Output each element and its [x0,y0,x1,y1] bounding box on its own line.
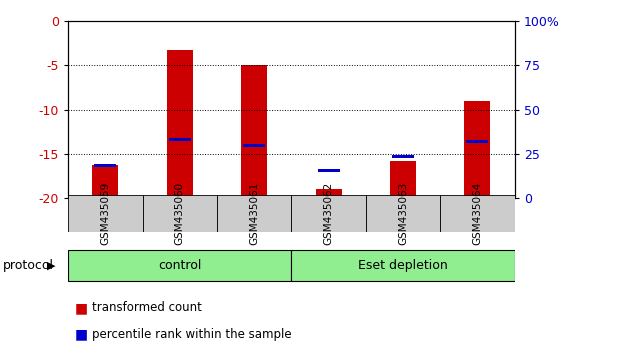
Bar [390,161,416,198]
Bar [366,195,440,232]
Bar [169,138,191,141]
Text: ▶: ▶ [46,261,55,270]
Bar [167,50,193,198]
Text: GSM435063: GSM435063 [398,182,408,245]
Text: GSM435060: GSM435060 [175,182,185,245]
Text: protocol: protocol [3,259,54,272]
Bar [291,250,515,281]
Text: GSM435059: GSM435059 [100,182,110,245]
Bar [68,195,143,232]
Bar [68,250,291,281]
Text: transformed count: transformed count [92,302,202,314]
Bar [392,155,414,159]
Bar [466,140,489,143]
Bar [243,144,265,147]
Text: Eset depletion: Eset depletion [358,259,448,272]
Bar [217,195,291,232]
Text: GSM435062: GSM435062 [324,182,334,245]
Text: ■: ■ [74,301,87,315]
Bar [440,195,515,232]
Bar [464,101,490,198]
Bar [291,195,366,232]
Bar [241,65,267,198]
Bar [317,169,340,172]
Bar [94,164,117,167]
Bar [92,166,118,198]
Text: ■: ■ [74,327,87,342]
Bar [143,195,217,232]
Text: GSM435061: GSM435061 [249,182,259,245]
Text: GSM435064: GSM435064 [472,182,482,245]
Text: percentile rank within the sample: percentile rank within the sample [92,328,291,341]
Text: control: control [158,259,202,272]
Bar [316,189,342,198]
